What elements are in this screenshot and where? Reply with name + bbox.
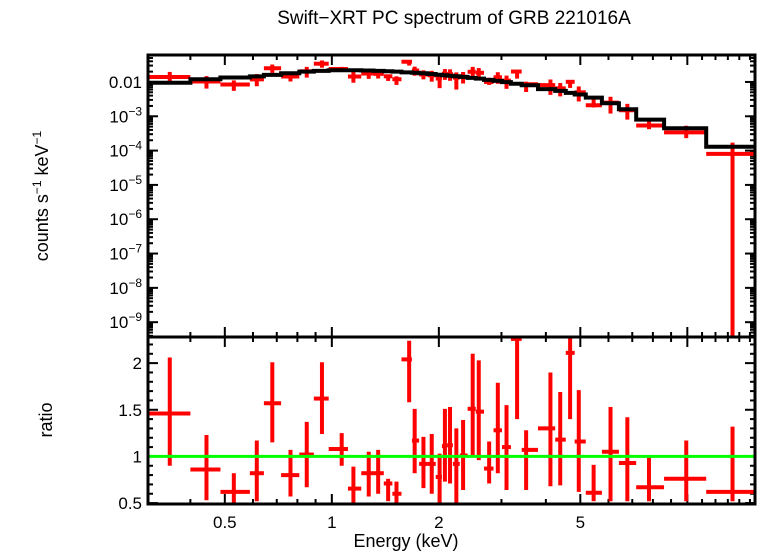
ratio-data-points — [148, 337, 755, 504]
ratio-data-point — [706, 426, 755, 502]
ratio-data-point — [574, 390, 586, 492]
x-tick-label: 5 — [576, 513, 585, 532]
spectrum-data-point — [347, 71, 362, 83]
ratio-data-point — [441, 408, 448, 482]
y-tick-label-top: 10−7 — [109, 242, 142, 264]
ratio-data-point — [411, 408, 420, 474]
ratio-data-point — [601, 406, 619, 502]
y-tick-label-top: 10−5 — [109, 173, 142, 195]
ratio-data-point — [537, 372, 556, 487]
y-axis-label-top: counts s−1 keV−1 — [30, 130, 52, 261]
x-tick-label: 0.5 — [213, 513, 237, 532]
ratio-data-point — [361, 451, 374, 497]
x-tick-label: 2 — [434, 513, 443, 532]
ratio-data-point — [392, 481, 402, 504]
ratio-data-point — [427, 434, 436, 494]
y-axis-label-bottom: ratio — [36, 402, 56, 437]
y-tick-label-bottom: 2 — [133, 354, 142, 373]
ratio-data-point — [493, 382, 502, 474]
spectrum-data-point — [510, 69, 522, 79]
y-tick-label-top: 10−9 — [109, 310, 142, 332]
ratio-data-point — [263, 362, 282, 443]
plot-title: Swift−XRT PC spectrum of GRB 221016A — [277, 8, 631, 29]
ratio-data-point — [484, 441, 494, 484]
ratio-data-point — [510, 337, 522, 420]
model-step-line — [148, 68, 755, 149]
y-tick-label-top: 0.01 — [109, 73, 142, 92]
ratio-data-point — [401, 340, 412, 403]
ratio-data-point — [555, 392, 566, 486]
y-tick-label-top: 10−4 — [109, 139, 142, 161]
y-tick-label-top: 10−3 — [109, 104, 142, 126]
y-tick-label-bottom: 1 — [133, 447, 142, 466]
y-tick-label-top: 10−8 — [109, 276, 142, 298]
spectrum-data-point — [585, 98, 602, 108]
ratio-data-point — [636, 457, 665, 502]
ratio-data-point — [618, 417, 637, 502]
spectrum-data-point — [383, 74, 393, 81]
ratio-data-point — [585, 464, 602, 502]
x-tick-label: 1 — [327, 513, 336, 532]
spectrum-data-point — [618, 103, 637, 120]
ratio-data-point — [521, 430, 538, 491]
ratio-data-point — [383, 478, 393, 502]
spectrum-data-point — [313, 60, 329, 68]
ratio-data-point — [419, 436, 428, 489]
ratio-data-point — [435, 453, 442, 504]
spectrum-data-point — [565, 79, 575, 88]
x-axis-label: Energy (keV) — [353, 531, 458, 551]
spectrum-data-point — [401, 59, 412, 66]
ratio-data-point — [664, 440, 707, 502]
spectrum-data-point — [263, 64, 282, 73]
tick-labels: 0.5 1 2 5 0.01 10−3 10−4 10−5 10−6 10−7 10−8 10−9 2 1… — [109, 73, 585, 532]
spectrum-data-point — [220, 80, 250, 91]
ratio-data-point — [313, 362, 329, 435]
ratio-data-point — [220, 473, 250, 504]
outer-frame — [146, 53, 757, 506]
ratio-data-point — [565, 337, 575, 420]
y-tick-label-top: 10−6 — [109, 207, 142, 229]
ratio-data-point — [447, 406, 453, 484]
ratio-data-point — [328, 433, 348, 466]
spectrum-data-point — [392, 76, 402, 85]
spectrum-data-point — [706, 142, 755, 337]
plot-content: 0.5 1 2 5 0.01 10−3 10−4 10−5 10−6 10−7 10−8 10−9 2 1… — [109, 53, 757, 532]
y-tick-label-bottom: 0.5 — [118, 494, 142, 513]
y-tick-label-bottom: 1.5 — [118, 401, 142, 420]
ratio-data-point — [299, 421, 314, 488]
ratio-data-point — [475, 360, 485, 461]
ratio-data-point — [148, 357, 191, 466]
ratio-data-point — [452, 428, 460, 504]
ratio-data-point — [347, 466, 362, 504]
ratio-data-point — [190, 434, 221, 501]
ratio-data-point — [501, 405, 511, 491]
ratio-data-point — [249, 440, 264, 502]
spectrum-data-points — [148, 59, 755, 337]
ratio-data-point — [467, 353, 476, 457]
panel-frames — [146, 53, 757, 506]
